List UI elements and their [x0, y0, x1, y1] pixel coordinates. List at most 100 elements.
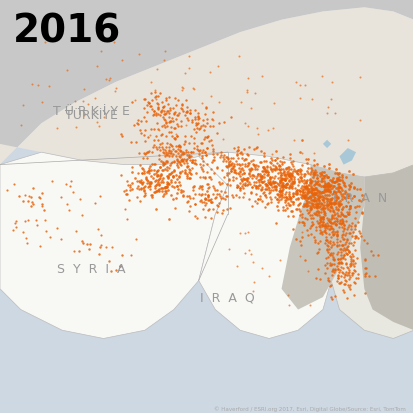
Point — [311, 237, 317, 244]
Point — [154, 188, 161, 194]
Point — [180, 192, 186, 199]
Point — [163, 133, 169, 140]
Point — [269, 166, 276, 173]
Point — [343, 251, 350, 257]
Point — [253, 126, 260, 132]
Point — [315, 204, 321, 211]
Point — [228, 168, 234, 175]
Point — [177, 189, 183, 195]
Polygon shape — [359, 165, 413, 330]
Point — [334, 206, 340, 213]
Point — [307, 204, 313, 211]
Point — [320, 184, 327, 191]
Point — [297, 200, 303, 207]
Point — [153, 172, 160, 178]
Point — [161, 166, 168, 173]
Point — [295, 206, 301, 212]
Point — [183, 116, 190, 122]
Point — [294, 197, 300, 203]
Point — [242, 176, 249, 183]
Point — [277, 173, 284, 179]
Point — [335, 217, 342, 224]
Point — [212, 194, 218, 201]
Point — [297, 195, 303, 201]
Point — [199, 158, 206, 165]
Point — [327, 282, 333, 289]
Point — [173, 162, 180, 169]
Point — [148, 161, 155, 168]
Point — [216, 154, 223, 161]
Point — [328, 216, 335, 222]
Point — [250, 162, 257, 169]
Point — [308, 197, 315, 204]
Point — [185, 118, 191, 124]
Point — [354, 275, 360, 282]
Point — [350, 279, 357, 286]
Point — [312, 209, 319, 216]
Point — [310, 172, 317, 179]
Point — [181, 170, 188, 176]
Point — [339, 204, 346, 211]
Point — [270, 166, 276, 173]
Point — [299, 178, 306, 184]
Point — [143, 102, 150, 109]
Point — [243, 164, 250, 170]
Point — [218, 167, 224, 174]
Point — [318, 201, 325, 208]
Point — [196, 199, 203, 205]
Point — [344, 194, 350, 200]
Point — [342, 269, 348, 275]
Point — [249, 184, 255, 191]
Point — [362, 270, 368, 276]
Point — [154, 169, 160, 175]
Point — [344, 194, 350, 200]
Point — [219, 195, 225, 202]
Point — [315, 194, 322, 201]
Point — [252, 183, 259, 190]
Point — [287, 151, 293, 158]
Point — [306, 212, 312, 219]
Point — [290, 137, 297, 144]
Point — [345, 253, 352, 259]
Point — [284, 171, 290, 178]
Point — [303, 186, 310, 192]
Point — [227, 162, 233, 169]
Point — [154, 104, 161, 111]
Point — [284, 165, 291, 171]
Point — [202, 134, 208, 141]
Point — [268, 185, 275, 191]
Point — [278, 172, 284, 178]
Point — [332, 242, 339, 249]
Point — [294, 180, 301, 186]
Point — [268, 168, 274, 175]
Point — [335, 181, 342, 188]
Point — [300, 203, 307, 210]
Point — [335, 177, 342, 183]
Point — [317, 178, 323, 185]
Point — [355, 228, 361, 235]
Point — [271, 163, 277, 169]
Point — [277, 177, 283, 184]
Point — [260, 165, 266, 171]
Point — [18, 123, 24, 129]
Point — [132, 176, 138, 182]
Point — [313, 179, 320, 185]
Point — [190, 140, 197, 147]
Point — [184, 199, 190, 206]
Point — [164, 109, 171, 115]
Point — [263, 182, 269, 189]
Point — [168, 169, 175, 176]
Point — [339, 270, 346, 277]
Point — [141, 184, 147, 191]
Point — [286, 203, 292, 209]
Point — [146, 103, 153, 109]
Point — [342, 175, 349, 181]
Point — [175, 150, 181, 157]
Point — [344, 199, 350, 206]
Point — [329, 239, 335, 246]
Point — [145, 171, 152, 177]
Point — [246, 169, 252, 175]
Point — [339, 255, 345, 262]
Point — [170, 169, 177, 175]
Point — [261, 171, 267, 178]
